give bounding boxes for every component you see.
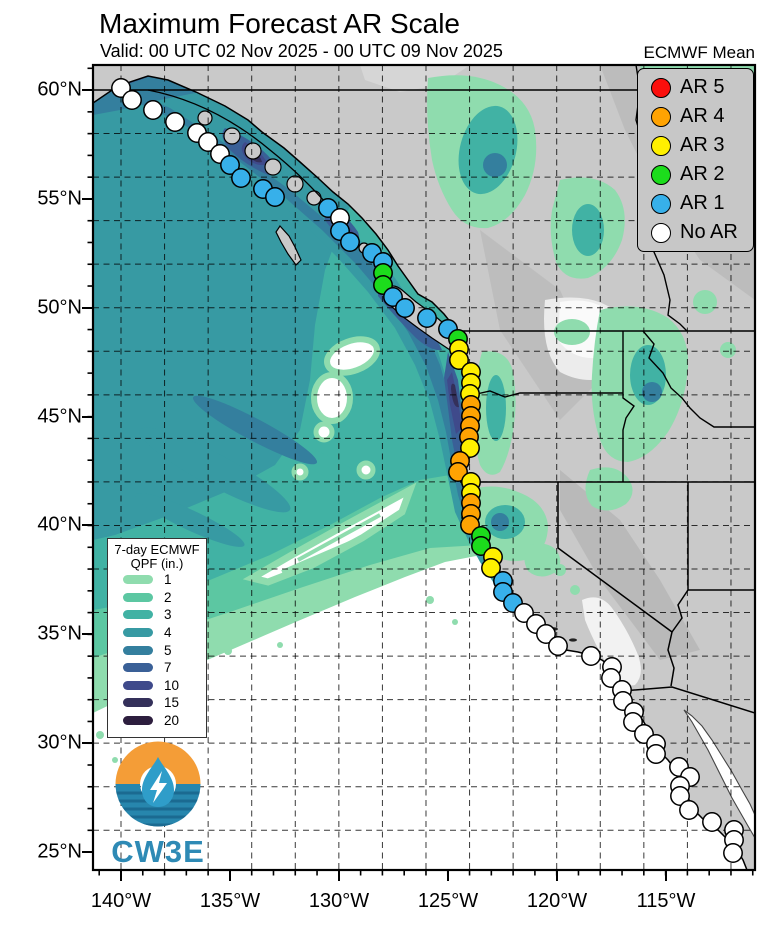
ar-dot xyxy=(548,636,568,656)
x-axis-tick-label: 125°W xyxy=(417,890,479,912)
ar-legend-label: AR 3 xyxy=(680,134,725,156)
qpf-legend-label: 4 xyxy=(164,625,172,641)
qpf-legend-row: 15 xyxy=(108,694,206,712)
qpf-legend-swatch xyxy=(123,575,153,585)
qpf-legend-swatch xyxy=(123,680,153,690)
qpf-legend-title-line2: QPF (in.) xyxy=(130,556,184,571)
ar-scale-legend: AR 5 AR 4 AR 3 AR 2 AR 1 No AR xyxy=(637,68,754,252)
ar-legend-row: No AR xyxy=(638,218,753,247)
y-axis-tick-label: 40°N xyxy=(37,513,82,536)
x-axis-tick-label: 130°W xyxy=(308,890,370,912)
qpf-legend-title-line1: 7-day ECMWF xyxy=(114,542,200,557)
ar-dot xyxy=(460,438,480,458)
page-title: Maximum Forecast AR Scale xyxy=(99,8,460,39)
qpf-legend-row: 1 xyxy=(108,571,206,589)
model-label: ECMWF Mean xyxy=(643,43,755,62)
qpf-legend-label: 1 xyxy=(164,572,172,588)
ar-legend-swatch xyxy=(651,135,671,156)
ar-legend-label: AR 1 xyxy=(680,192,725,214)
y-axis-tick-label: 60°N xyxy=(37,78,82,101)
ar-legend-swatch xyxy=(651,164,671,185)
cw3e-logo: CW3E xyxy=(111,741,205,869)
ar-dot xyxy=(122,90,142,110)
qpf-legend-swatch xyxy=(123,645,153,655)
ar-dot xyxy=(679,800,699,820)
ar-legend-swatch xyxy=(651,193,671,214)
ar-dot xyxy=(449,350,469,370)
ar-dot xyxy=(646,744,666,764)
ar-dot xyxy=(448,462,468,482)
ar-scale-dots xyxy=(111,78,744,863)
qpf-legend-swatch xyxy=(123,698,153,708)
ar-legend-swatch xyxy=(651,77,671,98)
qpf-legend-swatch xyxy=(123,663,153,673)
ar-legend-row: AR 4 xyxy=(638,102,753,131)
axis-ticks xyxy=(82,67,754,881)
qpf-legend-swatch xyxy=(123,592,153,602)
ar-dot xyxy=(417,308,437,328)
qpf-legend: 7-day ECMWF QPF (in.) 1 2 3 4 5 7 10 15 20 xyxy=(107,538,207,738)
ar-dot xyxy=(165,112,185,132)
ar-dot xyxy=(481,558,501,578)
qpf-legend-label: 10 xyxy=(164,677,180,693)
ar-dot xyxy=(670,786,690,806)
logo-wordmark: CW3E xyxy=(111,834,205,869)
ar-legend-label: AR 4 xyxy=(680,105,725,127)
qpf-legend-row: 10 xyxy=(108,677,206,695)
logo-lightning-bolt xyxy=(150,771,167,803)
ar-legend-swatch xyxy=(651,106,671,127)
qpf-legend-swatch xyxy=(123,628,153,638)
ar-dot xyxy=(198,132,218,152)
ar-dot xyxy=(143,100,163,120)
qpf-legend-label: 20 xyxy=(164,713,180,729)
qpf-legend-swatch xyxy=(123,716,153,726)
qpf-legend-row: 2 xyxy=(108,589,206,607)
y-axis-tick-label: 30°N xyxy=(37,731,82,754)
y-axis-tick-label: 25°N xyxy=(37,840,82,863)
y-axis-tick-label: 45°N xyxy=(37,405,82,428)
qpf-legend-label: 2 xyxy=(164,589,172,605)
ar-dot xyxy=(702,812,722,832)
qpf-legend-row: 5 xyxy=(108,641,206,659)
y-axis-tick-label: 50°N xyxy=(37,296,82,319)
ar-dot xyxy=(536,624,556,644)
qpf-legend-label: 7 xyxy=(164,660,172,676)
qpf-legend-label: 5 xyxy=(164,642,172,658)
ar-legend-row: AR 2 xyxy=(638,160,753,189)
ar-legend-label: AR 5 xyxy=(680,76,725,98)
qpf-legend-row: 20 xyxy=(108,712,206,730)
ar-dot xyxy=(231,168,251,188)
ar-dot xyxy=(581,646,601,666)
qpf-legend-swatch xyxy=(123,610,153,620)
ar-dot xyxy=(395,298,415,318)
ar-dot xyxy=(220,155,240,175)
x-axis-tick-label: 140°W xyxy=(90,890,152,912)
ar-legend-label: No AR xyxy=(680,221,738,243)
x-axis-tick-label: 120°W xyxy=(526,890,588,912)
y-axis-tick-label: 35°N xyxy=(37,622,82,645)
ar-dot xyxy=(265,187,285,207)
x-axis-tick-label: 115°W xyxy=(636,890,696,912)
ar-legend-swatch xyxy=(651,222,671,243)
y-axis-tick-label: 55°N xyxy=(37,187,82,210)
ar-legend-row: AR 3 xyxy=(638,131,753,160)
qpf-legend-row: 7 xyxy=(108,659,206,677)
qpf-legend-label: 15 xyxy=(164,695,180,711)
ar-legend-row: AR 1 xyxy=(638,189,753,218)
ar-dot xyxy=(340,232,360,252)
x-axis-tick-label: 135°W xyxy=(199,890,261,912)
qpf-legend-row: 3 xyxy=(108,606,206,624)
ar-dot xyxy=(723,843,743,863)
map-frame xyxy=(91,63,757,872)
valid-period-subtitle: Valid: 00 UTC 02 Nov 2025 - 00 UTC 09 No… xyxy=(100,41,503,61)
ar-legend-row: AR 5 xyxy=(638,73,753,102)
qpf-legend-row: 4 xyxy=(108,624,206,642)
qpf-legend-label: 3 xyxy=(164,607,172,623)
ar-legend-label: AR 2 xyxy=(680,163,725,185)
